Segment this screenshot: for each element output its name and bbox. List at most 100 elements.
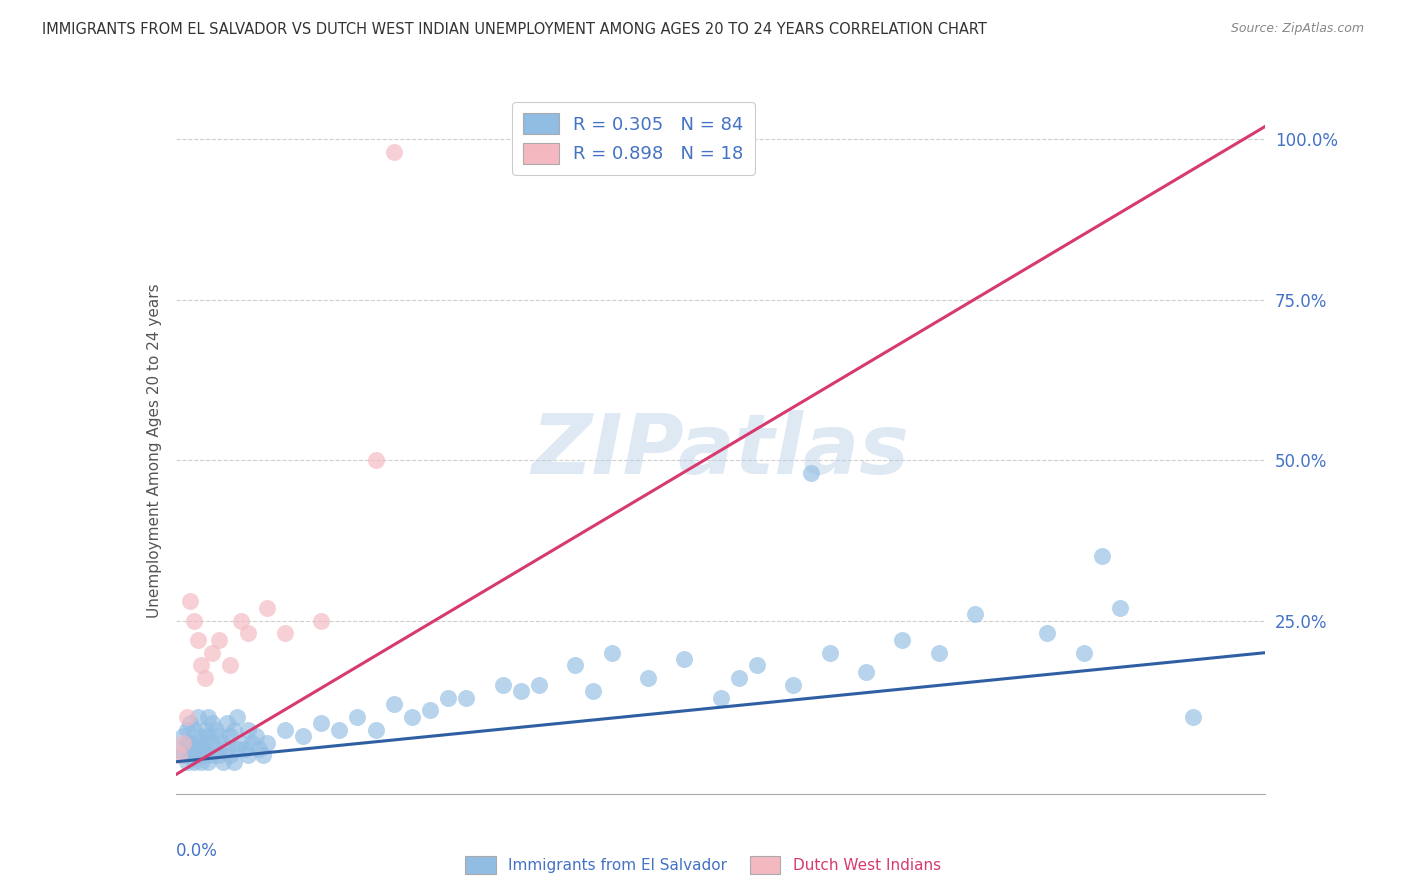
Point	[212, 735, 235, 749]
Point	[194, 723, 217, 737]
Point	[401, 710, 423, 724]
Point	[197, 710, 219, 724]
Point	[291, 729, 314, 743]
Point	[190, 742, 212, 756]
Point	[201, 646, 224, 660]
Point	[201, 748, 224, 763]
Point	[215, 742, 238, 756]
Point	[855, 665, 877, 679]
Point	[183, 723, 205, 737]
Point	[256, 600, 278, 615]
Point	[274, 723, 297, 737]
Point	[190, 755, 212, 769]
Text: ZIPatlas: ZIPatlas	[531, 410, 910, 491]
Point	[183, 742, 205, 756]
Point	[176, 755, 198, 769]
Point	[208, 729, 231, 743]
Point	[219, 748, 242, 763]
Point	[437, 690, 460, 705]
Point	[274, 626, 297, 640]
Text: 0.0%: 0.0%	[176, 842, 218, 860]
Point	[492, 678, 515, 692]
Point	[194, 671, 217, 685]
Point	[219, 658, 242, 673]
Point	[238, 626, 260, 640]
Point	[172, 735, 194, 749]
Text: Source: ZipAtlas.com: Source: ZipAtlas.com	[1230, 22, 1364, 36]
Point	[346, 710, 368, 724]
Point	[256, 735, 278, 749]
Point	[364, 723, 387, 737]
Point	[169, 742, 191, 756]
Point	[183, 614, 205, 628]
Point	[169, 748, 191, 763]
Point	[179, 716, 201, 731]
Point	[197, 729, 219, 743]
Text: IMMIGRANTS FROM EL SALVADOR VS DUTCH WEST INDIAN UNEMPLOYMENT AMONG AGES 20 TO 2: IMMIGRANTS FROM EL SALVADOR VS DUTCH WES…	[42, 22, 987, 37]
Point	[309, 716, 332, 731]
Point	[201, 716, 224, 731]
Point	[194, 748, 217, 763]
Point	[247, 742, 270, 756]
Point	[963, 607, 986, 622]
Point	[891, 632, 914, 647]
Point	[231, 735, 253, 749]
Point	[219, 729, 242, 743]
Point	[328, 723, 350, 737]
Legend: Immigrants from El Salvador, Dutch West Indians: Immigrants from El Salvador, Dutch West …	[460, 850, 946, 880]
Point	[194, 735, 217, 749]
Point	[710, 690, 733, 705]
Point	[222, 755, 245, 769]
Point	[176, 723, 198, 737]
Point	[782, 678, 804, 692]
Point	[179, 748, 201, 763]
Point	[1036, 626, 1059, 640]
Point	[186, 735, 209, 749]
Point	[197, 755, 219, 769]
Point	[231, 614, 253, 628]
Point	[364, 453, 387, 467]
Point	[212, 755, 235, 769]
Point	[527, 678, 550, 692]
Point	[1181, 710, 1204, 724]
Point	[1073, 646, 1095, 660]
Point	[509, 684, 531, 698]
Point	[1091, 549, 1114, 564]
Point	[637, 671, 659, 685]
Point	[204, 723, 226, 737]
Point	[204, 742, 226, 756]
Point	[1109, 600, 1132, 615]
Point	[233, 742, 256, 756]
Point	[179, 594, 201, 608]
Point	[226, 742, 249, 756]
Point	[190, 658, 212, 673]
Point	[190, 729, 212, 743]
Point	[201, 735, 224, 749]
Point	[176, 735, 198, 749]
Point	[800, 466, 823, 480]
Point	[215, 716, 238, 731]
Point	[186, 632, 209, 647]
Point	[727, 671, 749, 685]
Point	[183, 755, 205, 769]
Point	[382, 145, 405, 159]
Point	[309, 614, 332, 628]
Point	[456, 690, 478, 705]
Point	[208, 632, 231, 647]
Point	[238, 723, 260, 737]
Point	[179, 735, 201, 749]
Point	[252, 748, 274, 763]
Point	[172, 729, 194, 743]
Point	[172, 748, 194, 763]
Point	[928, 646, 950, 660]
Legend: R = 0.305   N = 84, R = 0.898   N = 18: R = 0.305 N = 84, R = 0.898 N = 18	[512, 103, 755, 175]
Point	[245, 729, 267, 743]
Point	[818, 646, 841, 660]
Point	[582, 684, 605, 698]
Point	[222, 723, 245, 737]
Point	[186, 748, 209, 763]
Point	[600, 646, 623, 660]
Point	[226, 710, 249, 724]
Point	[745, 658, 768, 673]
Point	[382, 697, 405, 711]
